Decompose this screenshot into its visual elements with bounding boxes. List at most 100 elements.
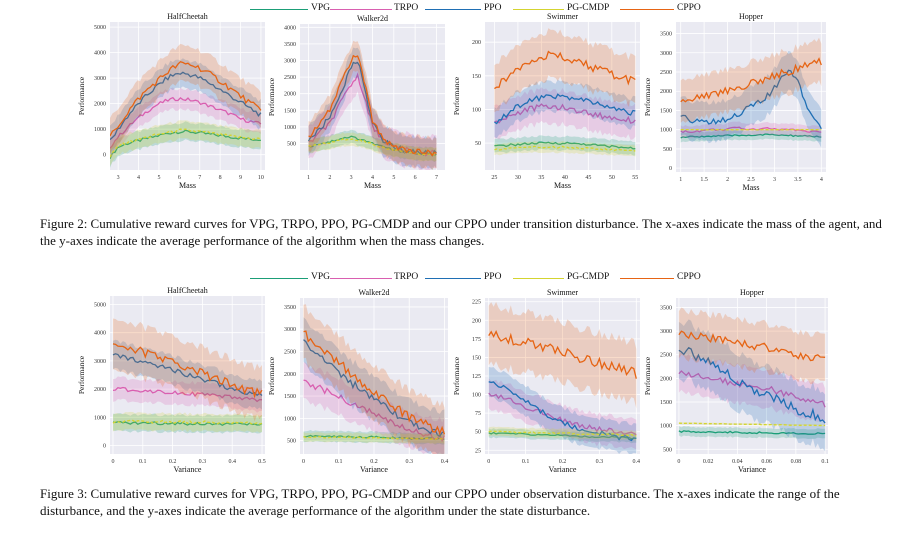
y-tick-label: 3000 (660, 329, 672, 335)
y-tick-label: 2500 (284, 349, 296, 355)
series-group (678, 307, 826, 452)
x-tick-label: 4 (137, 175, 140, 181)
legend-swatch (513, 9, 564, 10)
x-tick-label: 0.08 (791, 459, 802, 465)
x-tick-label: 3 (117, 175, 120, 181)
legend-label: CPPO (677, 272, 701, 282)
caption-figure-3: Figure 3: Cumulative reward curves for V… (40, 486, 840, 518)
y-tick-label: 2500 (284, 75, 296, 81)
series-line-pg-cmdp (488, 430, 637, 437)
legend-label: PPO (484, 272, 502, 282)
x-tick-label: 6 (414, 175, 417, 181)
x-tick-label: 1 (307, 175, 310, 181)
band-trpo (303, 362, 445, 454)
y-tick-label: 500 (287, 439, 296, 445)
legend-swatch (250, 9, 308, 10)
series-line-pg-cmdp (494, 145, 636, 152)
band-pg-cmdp (113, 411, 262, 433)
band-pg-cmdp (308, 132, 437, 162)
band-ppo (494, 79, 636, 139)
x-tick-label: 0.1 (139, 459, 147, 465)
x-tick-label: 0.06 (761, 459, 772, 465)
band-trpo (488, 378, 637, 450)
y-tick-label: 50 (475, 430, 481, 436)
y-tick-label: 2000 (660, 89, 672, 95)
y-tick-label: 25 (475, 448, 481, 454)
series-line-vpg (678, 430, 826, 435)
x-tick-label: 0 (111, 459, 114, 465)
y-tick-label: 125 (472, 374, 481, 380)
x-tick-label: 1.5 (700, 177, 708, 183)
x-tick-label: 0.04 (732, 459, 743, 465)
y-tick-label: 1000 (94, 127, 106, 133)
x-tick-label: 4 (820, 177, 823, 183)
x-axis-label: Variance (549, 465, 577, 474)
y-tick-label: 3000 (660, 51, 672, 57)
y-tick-label: 3000 (284, 59, 296, 65)
series-line-cppo (488, 330, 637, 379)
legend-swatch (425, 278, 481, 279)
y-tick-label: 2000 (284, 372, 296, 378)
x-tick-label: 0.2 (169, 459, 177, 465)
series-line-cppo (308, 54, 437, 157)
band-pg-cmdp (110, 120, 261, 167)
x-tick-label: 3 (773, 177, 776, 183)
chart-panel-3: 50 100 150 200 25 30 35 40 45 50 55 Swimmer Mass Perf… (452, 12, 640, 190)
band-trpo (494, 87, 636, 140)
x-tick-label: 30 (515, 175, 521, 181)
series-group (680, 37, 822, 148)
y-tick-label: 3000 (94, 359, 106, 365)
legend-swatch (330, 278, 392, 279)
x-tick-label: 0 (302, 459, 305, 465)
x-tick-label: 25 (491, 175, 497, 181)
chart-title: Walker2d (357, 14, 388, 23)
x-tick-label: 2 (328, 175, 331, 181)
x-tick-label: 0.4 (441, 459, 449, 465)
y-tick-label: 1000 (284, 416, 296, 422)
x-tick-label: 2.5 (747, 177, 755, 183)
y-tick-label: 200 (472, 40, 481, 46)
y-tick-label: 1000 (94, 415, 106, 421)
series-group (494, 28, 636, 157)
legend-swatch (620, 9, 674, 10)
chart-panel-1: 0 1000 2000 3000 4000 5000 3 4 5 6 7 8 9 10 HalfCheeta… (77, 12, 265, 190)
legend-label: TRPO (394, 3, 419, 13)
x-tick-label: 10 (258, 175, 264, 181)
y-tick-label: 3500 (284, 305, 296, 311)
y-tick-label: 3500 (660, 305, 672, 311)
x-tick-label: 0.5 (258, 459, 266, 465)
legend-swatch (330, 9, 392, 10)
band-vpg (494, 135, 636, 156)
x-axis-label: Variance (738, 465, 766, 474)
y-axis-label: Performance (77, 76, 86, 115)
x-tick-label: 50 (609, 175, 615, 181)
x-tick-label: 3.5 (794, 177, 802, 183)
y-tick-label: 500 (663, 147, 672, 153)
legend-swatch (425, 9, 481, 10)
x-axis-label: Variance (174, 465, 202, 474)
band-ppo (110, 58, 261, 154)
chart-panel-7: 25 50 75 100 125 150 175 200 225 0 0.1 0.2 0.3 0.4 Swi… (452, 288, 640, 474)
y-tick-label: 150 (472, 355, 481, 361)
series-line-cppo (303, 330, 446, 435)
y-tick-label: 2500 (660, 353, 672, 359)
series-group (303, 304, 446, 454)
legend-label: TRPO (394, 272, 419, 282)
legend-label: PPO (484, 3, 502, 13)
band-ppo (678, 319, 826, 452)
band-vpg (308, 129, 437, 162)
x-tick-label: 8 (219, 175, 222, 181)
y-tick-label: 150 (472, 74, 481, 80)
y-axis-label: Performance (267, 77, 276, 116)
x-tick-label: 0 (677, 459, 680, 465)
series-line-ppo (488, 381, 637, 442)
series-line-trpo (112, 386, 263, 403)
series-line-ppo (110, 71, 262, 141)
series-line-pg-cmdp (112, 419, 263, 425)
y-tick-label: 500 (663, 447, 672, 453)
x-tick-label: 0.1 (522, 459, 530, 465)
series-line-trpo (494, 103, 636, 124)
y-tick-label: 0 (103, 153, 106, 159)
y-tick-label: 5000 (94, 302, 106, 308)
series-line-ppo (494, 93, 636, 125)
